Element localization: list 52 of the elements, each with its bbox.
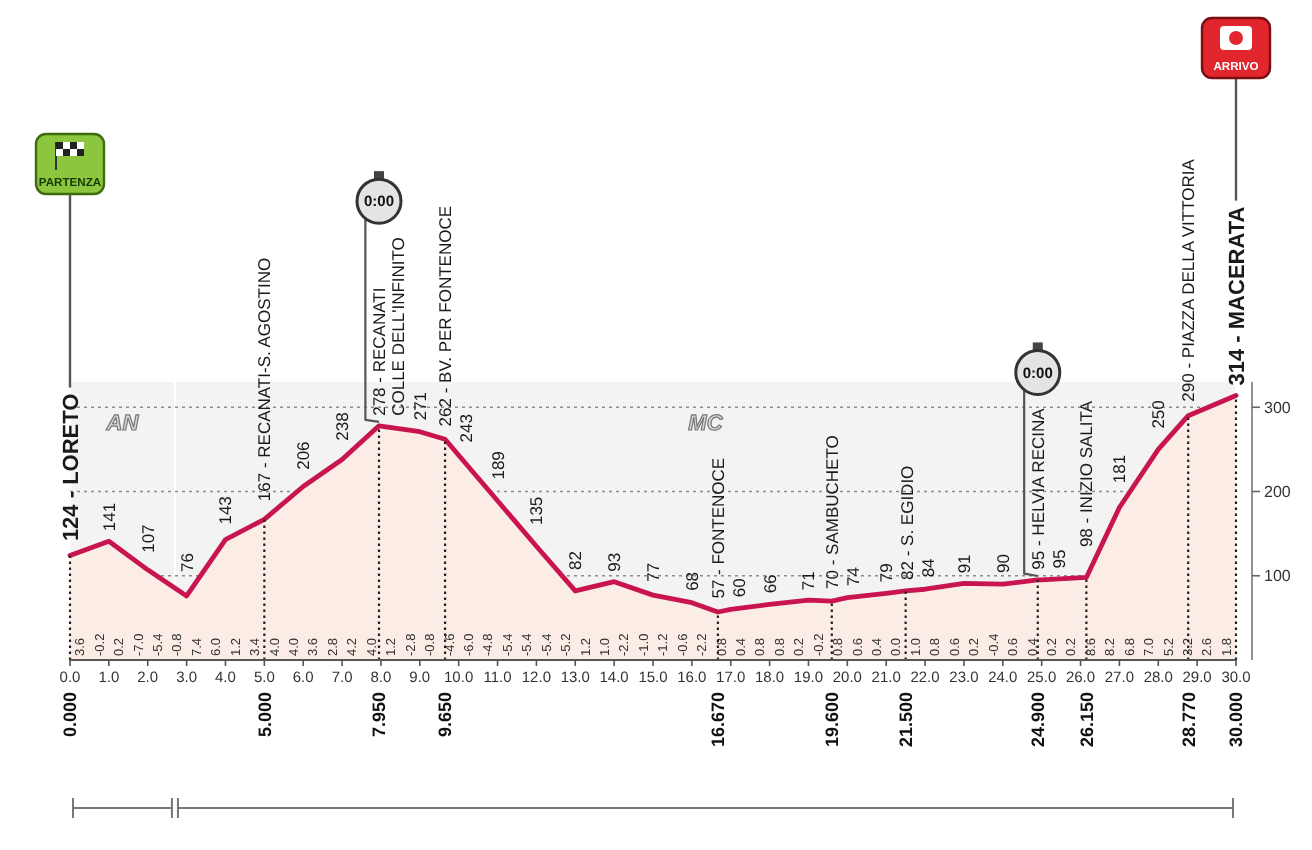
data-label: 143 (215, 495, 236, 525)
data-label: 124 - LORETO (59, 392, 84, 542)
data-label: 243 (455, 413, 476, 443)
ref-line-label: 24.900 (1028, 692, 1049, 748)
band-label: MC (688, 412, 725, 436)
data-label: 77 (642, 562, 663, 582)
ref-line-label: 28.770 (1178, 692, 1199, 748)
data-label: 206 (293, 440, 314, 470)
data-label: 290 - PIAZZA DELLA VITTORIA (1178, 158, 1199, 402)
ref-line-label: 16.670 (708, 692, 729, 748)
data-label: 107 (137, 523, 158, 553)
data-label: 278 - RECANATI COLLE DELL'INFINITO (368, 236, 409, 416)
ref-line-label: 7.950 (369, 692, 390, 738)
data-label: 84 (917, 557, 938, 578)
data-label: 189 (487, 450, 508, 480)
data-label: 271 (409, 391, 430, 421)
data-label: 314 - MACERATA (1225, 206, 1250, 386)
data-label: 60 (728, 577, 749, 598)
data-label: 71 (798, 570, 819, 591)
data-label: 68 (681, 571, 702, 591)
data-label: 70 - SAMBUCHETO (821, 434, 842, 589)
data-label: 141 (98, 502, 119, 532)
data-label: 95 (1048, 549, 1069, 569)
data-label: 57 - FONTENOCE (707, 457, 728, 599)
data-label: 76 (176, 552, 197, 573)
data-label: 90 (992, 553, 1013, 574)
data-label: 238 (332, 411, 353, 441)
data-label: 262 - BV. PER FONTENOCE (435, 205, 456, 427)
data-label: 95 - HELVIA RECINA (1027, 407, 1048, 570)
ref-line-label: 21.500 (895, 692, 916, 748)
ref-line-label: 0.000 (60, 692, 81, 738)
ref-line-label: 26.150 (1076, 692, 1097, 748)
data-label: 135 (526, 496, 547, 526)
data-label: 98 - INIZIO SALITA (1076, 400, 1097, 548)
data-label: 250 (1148, 399, 1169, 429)
data-label: 181 (1109, 454, 1130, 484)
data-label: 82 - S. EGIDIO (896, 464, 917, 580)
band-label: AN (104, 412, 141, 436)
ref-line-label: 5.000 (254, 692, 275, 738)
y-tick-label: 100 (1264, 567, 1292, 586)
data-label: 93 (604, 552, 625, 572)
data-label: 82 (565, 550, 586, 570)
ref-line-label: 9.650 (435, 692, 456, 738)
y-tick-label: 300 (1264, 398, 1292, 417)
data-label: 74 (842, 566, 863, 587)
data-label: 91 (953, 553, 974, 574)
ref-line-label: 30.000 (1226, 692, 1247, 748)
ref-line-label: 19.600 (822, 692, 843, 748)
data-label: 79 (876, 562, 897, 583)
data-label: 66 (759, 573, 780, 594)
y-tick-label: 200 (1264, 483, 1292, 502)
data-label: 167 - RECANATI-S. AGOSTINO (254, 257, 275, 502)
